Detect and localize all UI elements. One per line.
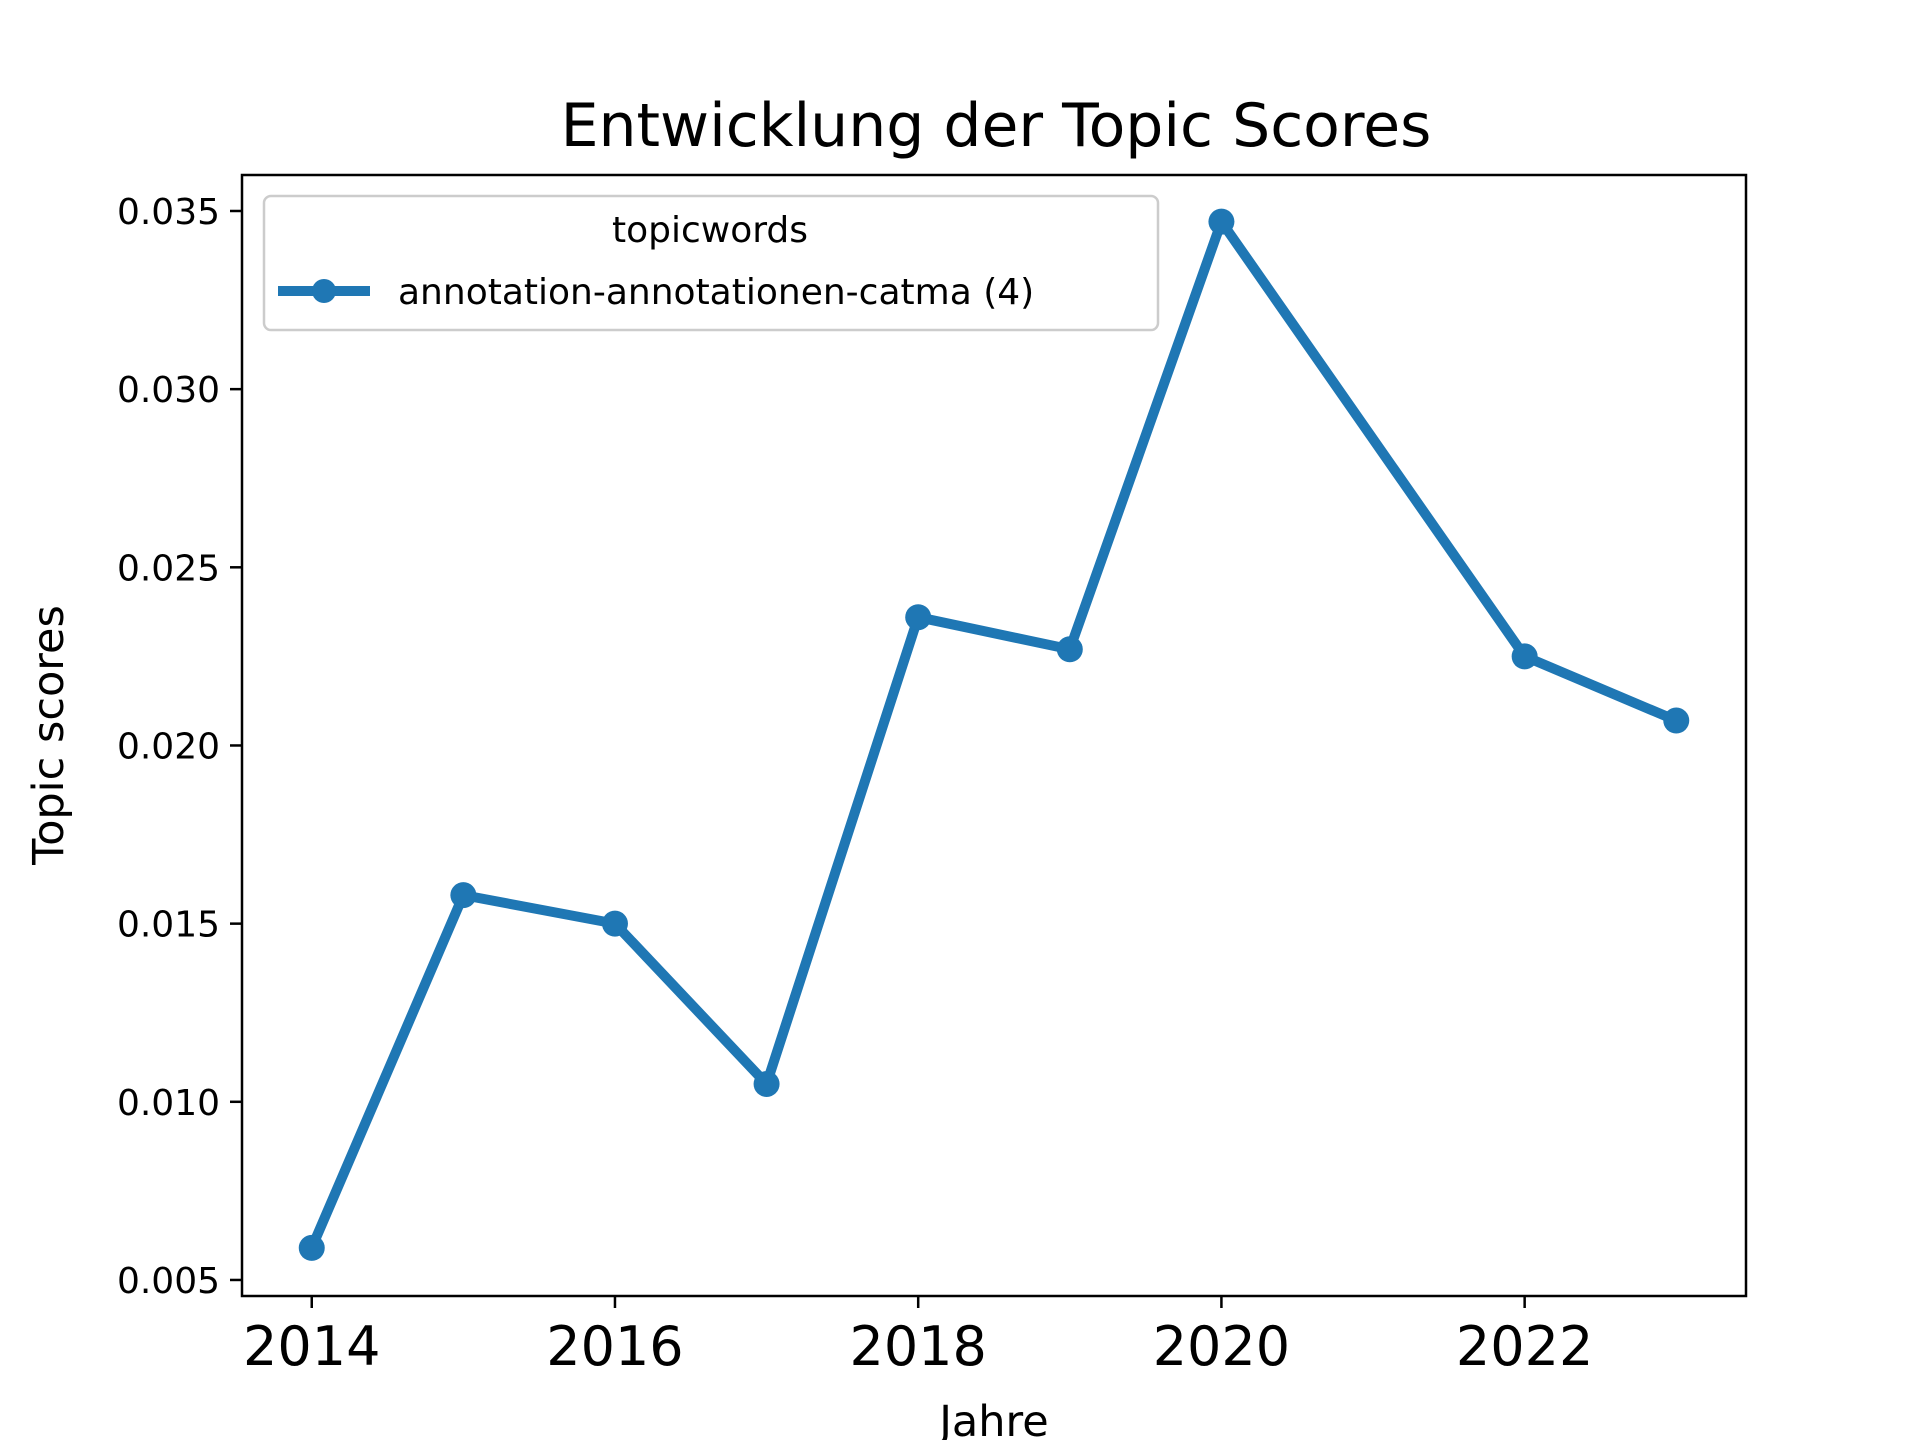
data-point <box>1208 208 1235 235</box>
data-point <box>1663 707 1690 734</box>
y-axis-label: Topic scores <box>24 605 74 866</box>
axes-frame <box>240 173 1748 1298</box>
data-point <box>753 1070 780 1097</box>
y-tick-label: 0.010 <box>117 1083 220 1124</box>
legend: topicwords annotation-annotationen-catma… <box>262 194 1160 332</box>
chart-title: Entwicklung der Topic Scores <box>561 91 1432 161</box>
y-tick-label: 0.015 <box>117 905 220 946</box>
x-tick-label: 2022 <box>1456 1315 1593 1378</box>
data-point <box>1511 643 1538 670</box>
data-point <box>601 910 628 937</box>
y-tick-label: 0.020 <box>117 726 220 767</box>
legend-box <box>262 194 1160 332</box>
x-axis-label: Jahre <box>936 1397 1048 1440</box>
legend-entry-label: annotation-annotationen-catma (4) <box>398 272 1034 313</box>
y-tick-label: 0.035 <box>117 192 220 233</box>
plot-area <box>240 173 1748 1298</box>
y-axis: 0.005 0.010 0.015 0.020 0.025 0.030 0.035 <box>117 192 242 1302</box>
x-tick-label: 2020 <box>1153 1315 1290 1378</box>
x-axis: 2014 2016 2018 2020 2022 <box>243 1296 1593 1378</box>
data-point <box>450 882 477 909</box>
y-tick-label: 0.025 <box>117 548 220 589</box>
series-layer <box>298 208 1690 1261</box>
legend-title: topicwords <box>612 210 808 251</box>
data-point <box>1056 636 1083 663</box>
data-point <box>905 604 932 631</box>
x-tick-label: 2014 <box>243 1315 380 1378</box>
data-point <box>298 1234 325 1261</box>
x-tick-label: 2016 <box>546 1315 683 1378</box>
y-tick-label: 0.030 <box>117 370 220 411</box>
x-tick-label: 2018 <box>849 1315 986 1378</box>
legend-marker-swatch <box>312 279 336 303</box>
y-tick-label: 0.005 <box>117 1261 220 1302</box>
